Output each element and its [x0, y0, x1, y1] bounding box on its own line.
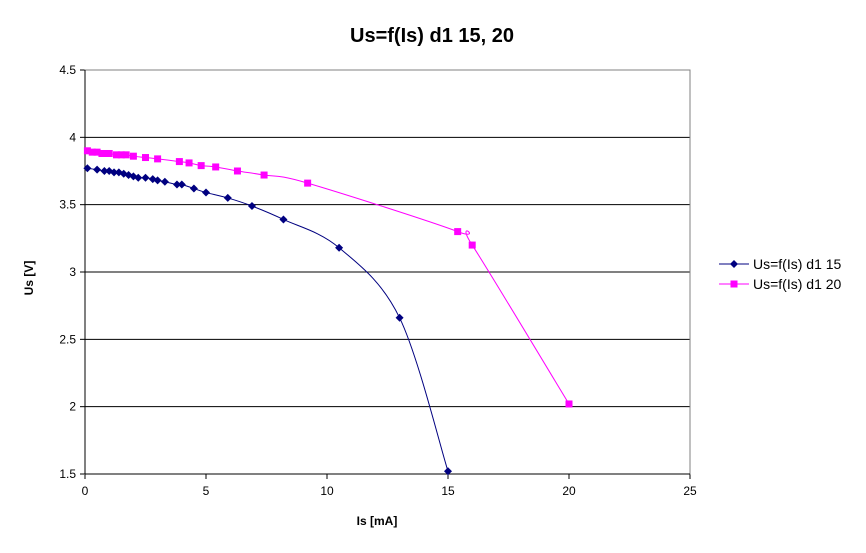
series-1	[83, 164, 452, 476]
series-2-point	[468, 241, 476, 249]
y-tick-label: 4.5	[59, 63, 76, 77]
series-1-point	[279, 215, 288, 224]
y-axis-label: Us [V]	[22, 261, 36, 296]
series-1-point	[395, 313, 404, 322]
series-1-point	[189, 184, 198, 193]
series-2-point	[197, 162, 205, 170]
series-2-point	[175, 158, 183, 166]
series-2-point	[98, 149, 106, 157]
x-tick-label: 10	[320, 484, 334, 498]
series-2	[83, 147, 573, 408]
series-1-point	[247, 202, 256, 211]
x-tick-label: 25	[683, 484, 697, 498]
y-tick-label: 2.5	[59, 332, 76, 346]
series-2-point	[88, 148, 96, 156]
series-2-point	[233, 167, 241, 175]
legend-entry-1: Us=f(Is) d1 15	[719, 256, 842, 272]
series-2-line	[87, 150, 570, 405]
series-1-point	[100, 167, 109, 175]
y-tick-label: 2	[69, 400, 76, 414]
series-2-point	[454, 228, 462, 236]
series-1-line	[87, 167, 449, 472]
chart-title: Us=f(Is) d1 15, 20	[350, 25, 514, 47]
tick-labels: 1.5 2 2.5 3 3.5 4 4.5 0 5 10 15 20 25	[59, 63, 697, 498]
series-2-point	[154, 155, 162, 163]
series-2-point	[304, 179, 312, 187]
series-1-point	[141, 173, 150, 182]
series-1-point	[93, 165, 102, 174]
series-1-point	[202, 188, 210, 197]
y-tick-label: 1.5	[59, 467, 76, 481]
plot-area	[83, 147, 573, 476]
x-tick-label: 0	[82, 484, 89, 498]
series-1-point	[444, 467, 452, 476]
series-2-point	[185, 159, 193, 167]
y-tick-label: 3.5	[59, 198, 76, 212]
series-1-point	[172, 180, 181, 189]
series-1-point	[110, 168, 119, 177]
series-1-point	[335, 243, 344, 252]
legend-entry-2: Us=f(Is) d1 20	[719, 276, 842, 292]
series-1-point	[134, 173, 143, 182]
series-2-point	[260, 171, 268, 179]
y-tick-label: 3	[69, 265, 76, 279]
y-tick-label: 4	[69, 130, 76, 144]
series-1-point	[153, 176, 162, 185]
series-2-point	[142, 154, 149, 162]
legend-label: Us=f(Is) d1 20	[753, 276, 842, 292]
gridlines	[85, 69, 690, 475]
series-2-point	[565, 400, 573, 408]
x-tick-label: 15	[441, 484, 455, 498]
x-tick-label: 5	[203, 484, 210, 498]
x-tick-label: 20	[562, 484, 576, 498]
series-2-point	[93, 148, 101, 156]
series-2-point	[129, 152, 137, 160]
series-2-point	[212, 163, 220, 171]
series-1-point	[223, 193, 232, 202]
legend-label: Us=f(Is) d1 15	[753, 256, 842, 272]
series-1-point	[177, 180, 186, 189]
x-axis-label: Is [mA]	[357, 514, 398, 528]
series-2-point	[117, 151, 125, 159]
axes	[80, 69, 691, 479]
legend: Us=f(Is) d1 15 Us=f(Is) d1 20	[719, 256, 842, 292]
legend-marker	[730, 280, 738, 288]
series-1-point	[160, 177, 169, 186]
series-2-point	[122, 151, 130, 159]
series-1-point	[83, 164, 92, 173]
series-2-point	[83, 147, 91, 155]
legend-marker	[730, 260, 738, 268]
series-2-point	[105, 149, 113, 157]
series-2-point	[112, 151, 120, 159]
